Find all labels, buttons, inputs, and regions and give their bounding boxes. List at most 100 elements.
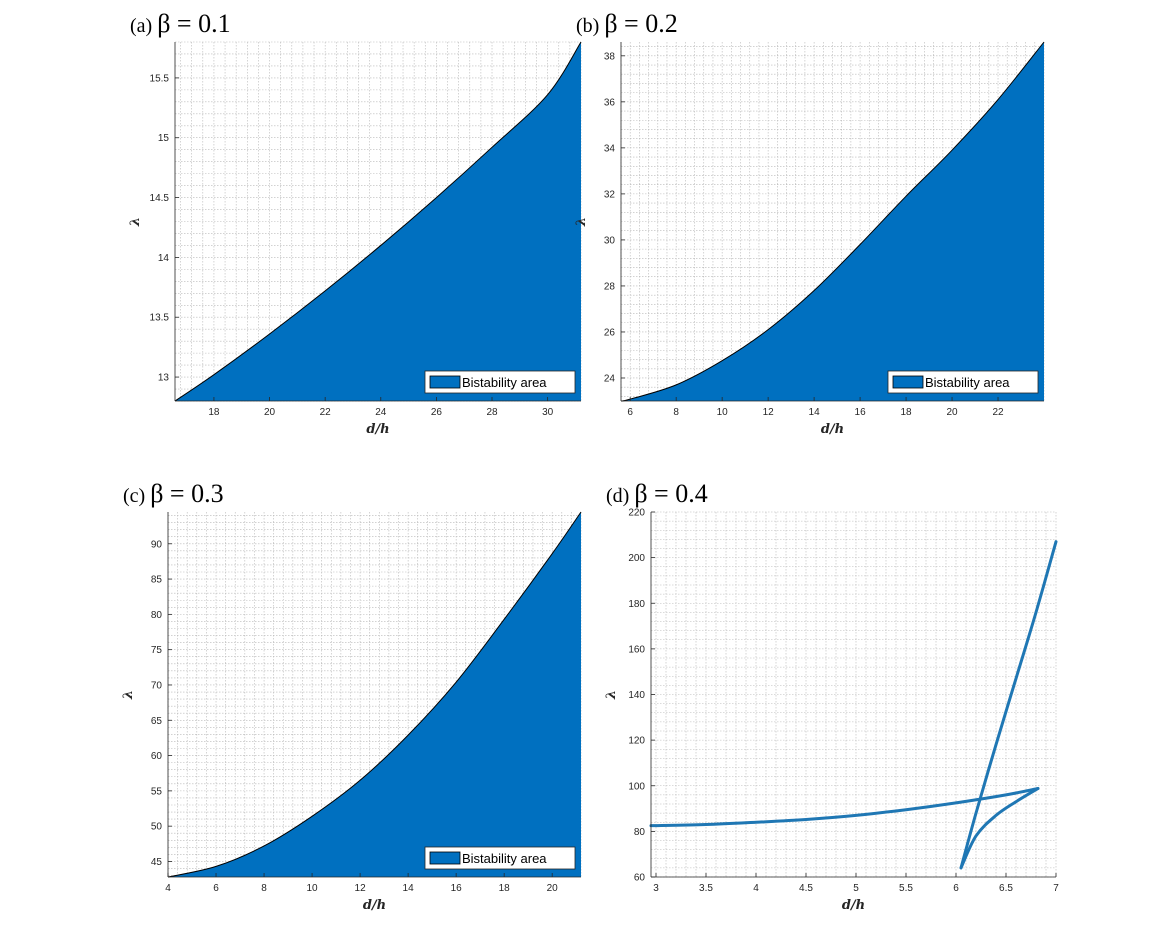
x-tick-label: 8 <box>261 883 267 894</box>
x-tick-label: 30 <box>542 407 554 418</box>
x-tick-label: 22 <box>992 407 1004 418</box>
legend-box <box>424 370 576 394</box>
x-axis-label: d/h <box>842 898 865 913</box>
x-tick-label: 6 <box>213 883 219 894</box>
x-tick-label: 3 <box>653 883 659 894</box>
y-tick-label: 120 <box>628 736 645 747</box>
panel-letter: (b) <box>576 15 604 37</box>
y-axis-label: λ <box>128 217 143 227</box>
x-tick-label: 7 <box>1053 883 1059 894</box>
panel-beta: β = 0.2 <box>604 9 677 38</box>
boundary-curve <box>167 511 582 878</box>
legend: Bistability area <box>424 846 576 870</box>
legend-swatch <box>429 851 461 865</box>
y-tick-label: 15.5 <box>150 73 170 84</box>
y-tick-label: 180 <box>628 599 645 610</box>
panel-letter: (d) <box>606 485 634 507</box>
boundary-curve <box>174 41 582 402</box>
x-tick-label: 10 <box>717 407 729 418</box>
panel-c: 4 6 8 10 12 14 16 18 20 45 50 55 60 65 70 75 80 85 90 d/h λ (… <box>121 479 582 913</box>
y-tick-label: 15 <box>158 133 170 144</box>
y-tick-label: 14.5 <box>150 193 170 204</box>
series-line-3 <box>959 540 1058 870</box>
y-tick-label: 26 <box>604 327 616 338</box>
y-tick-label: 85 <box>151 575 163 586</box>
x-tick-label: 18 <box>499 883 511 894</box>
x-tick-label: 28 <box>486 407 498 418</box>
panel-b: 6 8 10 12 14 16 18 20 22 24 26 28 30 32 34 36 38 d/h λ (b) … <box>574 9 1045 437</box>
series-line-1 <box>649 786 1040 828</box>
x-tick-label: 20 <box>547 883 559 894</box>
panel-letter: (c) <box>123 485 150 507</box>
y-tick-label: 65 <box>151 716 163 727</box>
x-tick-label: 20 <box>946 407 958 418</box>
x-tick-label: 6.5 <box>999 883 1013 894</box>
bistability-area <box>175 42 581 401</box>
y-tick-label: 13.5 <box>150 313 170 324</box>
legend-box <box>887 370 1039 394</box>
legend: Bistability area <box>424 370 576 394</box>
y-tick-label: 24 <box>604 373 616 384</box>
x-tick-label: 4 <box>165 883 171 894</box>
legend-label: Bistability area <box>462 375 547 390</box>
x-tick-label: 24 <box>375 407 387 418</box>
y-tick-label: 75 <box>151 645 163 656</box>
y-tick-label: 45 <box>151 857 163 868</box>
x-tick-label: 16 <box>451 883 463 894</box>
y-axis-label: λ <box>604 690 619 700</box>
x-tick-label: 12 <box>355 883 367 894</box>
x-axis-label: d/h <box>821 422 844 437</box>
x-tick-label: 12 <box>763 407 775 418</box>
legend-box <box>424 846 576 870</box>
x-tick-label: 22 <box>320 407 332 418</box>
bistability-area <box>168 512 581 877</box>
x-tick-label: 3.5 <box>699 883 713 894</box>
y-tick-label: 30 <box>604 235 616 246</box>
y-axis-label: λ <box>121 690 136 700</box>
panel-title: (b) β = 0.2 <box>576 9 678 38</box>
series-line-2 <box>959 786 1040 870</box>
boundary-curve <box>620 41 1045 402</box>
panel-title: (a) β = 0.1 <box>130 9 231 38</box>
y-tick-label: 36 <box>604 97 616 108</box>
panel-a: 18 20 22 24 26 28 30 13 13.5 14 14.5 15 15.5 d/h λ (a) … <box>128 9 582 437</box>
y-tick-label: 100 <box>628 781 645 792</box>
panel-title: (d) β = 0.4 <box>606 479 708 508</box>
y-tick-label: 50 <box>151 822 163 833</box>
legend-label: Bistability area <box>925 375 1010 390</box>
x-tick-label: 6 <box>627 407 633 418</box>
y-tick-label: 80 <box>151 610 163 621</box>
x-tick-label: 4.5 <box>799 883 813 894</box>
y-tick-label: 220 <box>628 508 645 519</box>
panel-title: (c) β = 0.3 <box>123 479 224 508</box>
legend-swatch <box>429 375 461 389</box>
y-tick-label: 14 <box>158 253 170 264</box>
panel-d: 3 3.5 4 4.5 5 5.5 6 6.5 7 60 80 100 120 140 160 180 200 2… <box>604 479 1059 913</box>
grid <box>651 511 1057 878</box>
x-tick-label: 8 <box>673 407 679 418</box>
y-tick-label: 140 <box>628 690 645 701</box>
panel-beta: β = 0.3 <box>150 479 223 508</box>
x-tick-label: 26 <box>431 407 443 418</box>
panel-beta: β = 0.4 <box>634 479 707 508</box>
y-tick-label: 38 <box>604 51 616 62</box>
x-tick-label: 10 <box>307 883 319 894</box>
x-tick-label: 5.5 <box>899 883 913 894</box>
x-tick-label: 6 <box>953 883 959 894</box>
x-axis-label: d/h <box>366 422 389 437</box>
y-tick-label: 60 <box>151 751 163 762</box>
x-tick-label: 14 <box>403 883 415 894</box>
y-tick-label: 160 <box>628 644 645 655</box>
y-tick-label: 34 <box>604 143 616 154</box>
legend-label: Bistability area <box>462 851 547 866</box>
bistability-area <box>621 42 1044 401</box>
y-axis-label: λ <box>574 217 589 227</box>
x-tick-label: 5 <box>853 883 859 894</box>
y-tick-label: 70 <box>151 680 163 691</box>
x-tick-label: 18 <box>901 407 913 418</box>
panel-beta: β = 0.1 <box>157 9 230 38</box>
x-axis-label: d/h <box>363 898 386 913</box>
y-tick-label: 32 <box>604 189 616 200</box>
legend: Bistability area <box>887 370 1039 394</box>
